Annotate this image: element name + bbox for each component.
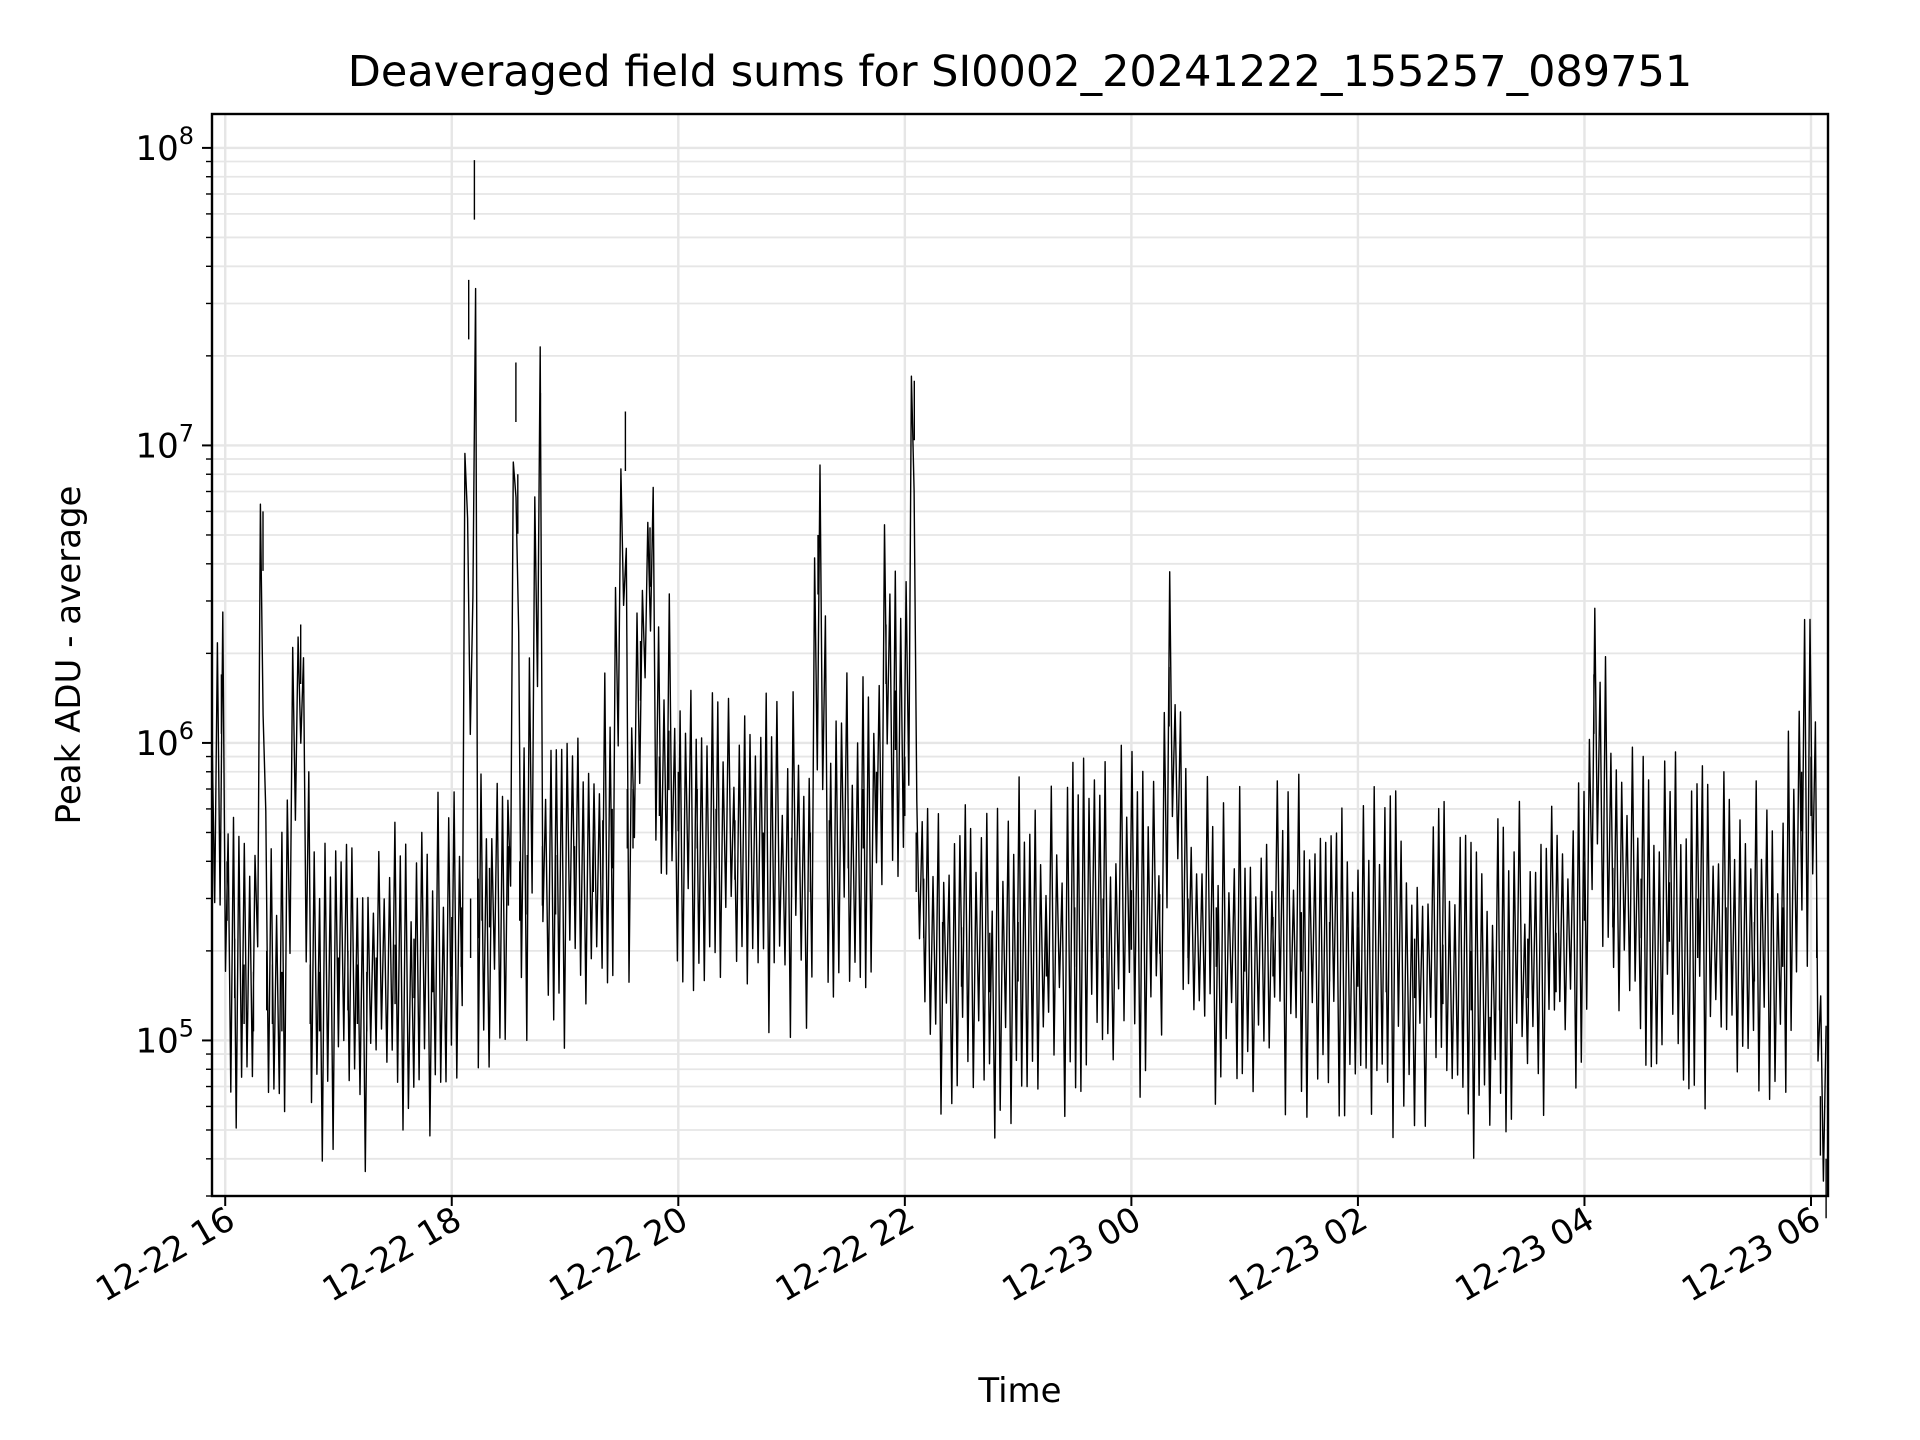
y-tick-label: 107 <box>135 419 194 466</box>
y-axis-label: Peak ADU - average <box>49 486 89 825</box>
x-tick-label: 12-23 00 <box>995 1199 1147 1310</box>
x-tick-label: 12-22 16 <box>89 1199 241 1310</box>
x-tick-label: 12-23 02 <box>1222 1199 1374 1310</box>
grid <box>212 114 1828 1197</box>
plot-frame <box>210 112 1830 1198</box>
x-axis-label: Time <box>977 1371 1061 1411</box>
chart-title: Deaveraged field sums for SI0002_2024122… <box>348 47 1693 97</box>
x-tick-label: 12-22 20 <box>542 1199 694 1310</box>
x-tick-label: 12-23 04 <box>1449 1199 1601 1310</box>
y-tick-label: 105 <box>135 1014 194 1061</box>
series-layer <box>211 160 1827 1219</box>
y-axis: 105 106 107 108 <box>135 122 212 1197</box>
x-tick-label: 12-22 18 <box>316 1199 468 1310</box>
data-series-line <box>211 160 1827 1219</box>
x-axis: 12-22 16 12-22 18 12-22 20 12-22 22 12-23 00… <box>89 1196 1828 1310</box>
x-tick-label: 12-23 06 <box>1675 1199 1827 1310</box>
y-tick-label: 108 <box>135 122 194 169</box>
x-tick-label: 12-22 22 <box>769 1199 921 1310</box>
y-tick-label: 106 <box>135 717 194 764</box>
